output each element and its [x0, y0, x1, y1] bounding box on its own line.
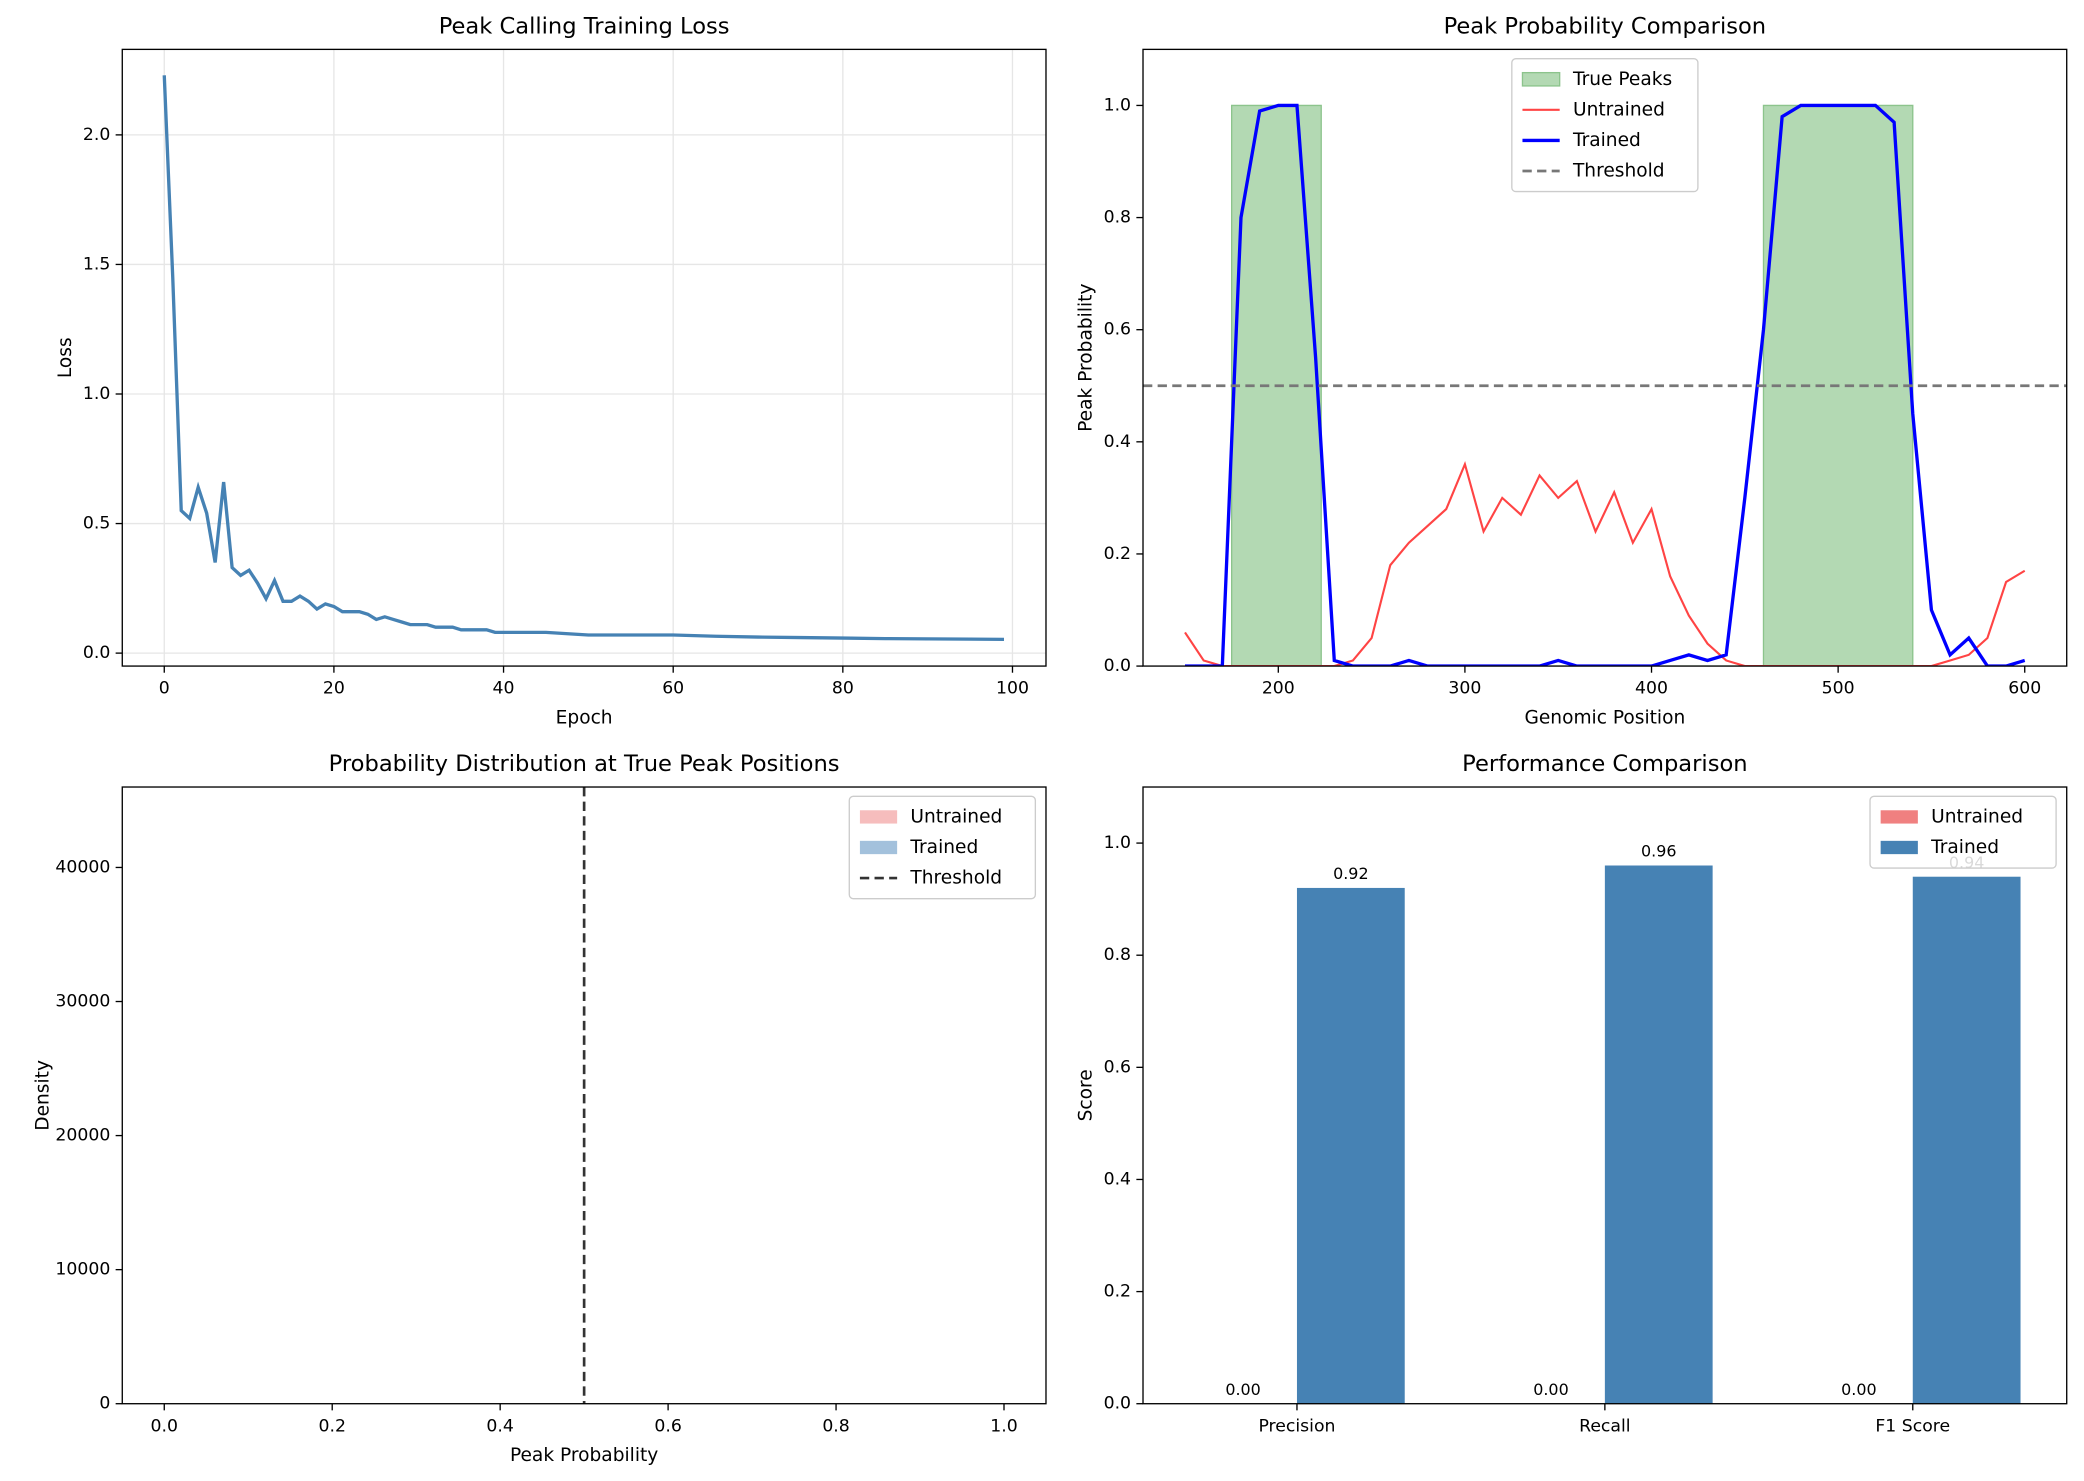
y-tick-label: 30000 [55, 992, 110, 1012]
legend-label: Trained [1572, 130, 1641, 151]
y-tick-label: 0.2 [1104, 1282, 1131, 1302]
y-axis-label: Density [33, 1060, 54, 1131]
x-tick-label: 60 [662, 679, 684, 699]
plot-area [1296, 865, 2021, 1404]
panel: Peak Calling Training Loss 0.0 0.5 1.0 1.5 2.… [55, 13, 1047, 728]
y-tick-label: 10000 [55, 1260, 110, 1280]
x-axis-label: Epoch [556, 707, 613, 728]
x-tick-label: 0.0 [151, 1416, 178, 1436]
series-line [1184, 103, 2026, 667]
x-tick-label: 0.8 [822, 1416, 849, 1436]
loss-line [162, 75, 1005, 642]
y-tick-label: 0.0 [1104, 1394, 1131, 1414]
panel: Probability Distribution at True Peak Po… [33, 751, 1047, 1466]
y-axis-label: Score [1075, 1069, 1096, 1121]
axes-frame [1142, 48, 2068, 667]
legend: Untrained Trained [1869, 795, 2057, 869]
y-tick-label: 1.0 [83, 384, 110, 404]
bar [1912, 876, 2021, 1404]
chart-title: Peak Probability Comparison [1444, 13, 1767, 39]
panel: Peak Probability Comparison 0.0 0.2 0.4 0.6 0… [1075, 13, 2068, 728]
legend-label: Threshold [1572, 160, 1665, 181]
legend-label: Untrained [910, 806, 1002, 827]
bar [1296, 887, 1405, 1404]
legend-swatch [1880, 840, 1918, 855]
x-tick-label: F1 Score [1875, 1416, 1950, 1436]
x-tick-label: 0.4 [486, 1416, 513, 1436]
y-tick-label: 0.4 [1104, 432, 1131, 452]
x-tick-label: Recall [1579, 1416, 1631, 1436]
x-tick-label: 600 [2008, 679, 2041, 699]
bar [1604, 865, 1713, 1404]
x-tick-label: 80 [832, 679, 854, 699]
legend-label: Untrained [1573, 99, 1665, 120]
axes-frame [121, 786, 1047, 1405]
panel: Performance Comparison 0.0 0.2 0.4 0.6 0.8 1.0… [1075, 751, 2068, 1436]
legend: Untrained Trained Threshold [848, 795, 1037, 900]
x-tick-label: 40 [493, 679, 515, 699]
y-tick-label: 1.0 [1104, 833, 1131, 853]
x-tick-label: Precision [1258, 1416, 1335, 1436]
plot-area [1143, 103, 2067, 667]
y-tick-label: 40000 [55, 857, 110, 877]
y-tick-label: 0 [99, 1394, 110, 1414]
bar-value-label: 0.00 [1533, 1380, 1569, 1399]
legend-swatch [1880, 810, 1918, 824]
chart-title: Peak Calling Training Loss [439, 13, 730, 39]
legend-box [1511, 58, 1699, 193]
y-tick-label: 20000 [55, 1126, 110, 1146]
y-axis-label: Peak Probability [1075, 284, 1096, 432]
y-axis-label: Loss [55, 337, 76, 378]
y-tick-label: 0.2 [1104, 544, 1131, 564]
legend: True Peaks Untrained Trained Threshold [1511, 58, 1699, 193]
y-tick-label: 0.8 [1104, 208, 1131, 228]
legend-label: Trained [909, 837, 978, 858]
y-tick-label: 0.6 [1104, 320, 1131, 340]
x-tick-label: 200 [1262, 679, 1295, 699]
legend-label: Untrained [1931, 806, 2023, 827]
y-tick-label: 0.4 [1104, 1169, 1131, 1189]
bar-value-label: 0.96 [1641, 842, 1677, 861]
x-tick-label: 0.6 [654, 1416, 681, 1436]
bar-value-label: 0.00 [1841, 1380, 1877, 1399]
x-axis-label: Genomic Position [1524, 707, 1685, 728]
y-tick-label: 0.5 [83, 514, 110, 534]
x-tick-label: 20 [323, 679, 345, 699]
legend-swatch [859, 810, 898, 824]
x-tick-label: 500 [1822, 679, 1855, 699]
axes-frame [1142, 786, 2068, 1405]
legend-swatch [1521, 71, 1561, 87]
bar-value-label: 0.00 [1225, 1380, 1261, 1399]
legend-label: True Peaks [1572, 69, 1672, 90]
legend-label: Threshold [909, 868, 1002, 889]
y-tick-label: 1.0 [1104, 95, 1131, 115]
x-axis-label: Peak Probability [510, 1445, 658, 1466]
plot-area [162, 75, 1005, 642]
x-tick-label: 100 [996, 679, 1029, 699]
x-tick-label: 400 [1635, 679, 1668, 699]
x-tick-label: 300 [1448, 679, 1481, 699]
y-tick-label: 0.0 [1104, 656, 1131, 676]
chart-title: Probability Distribution at True Peak Po… [329, 751, 840, 777]
legend-label: Trained [1930, 837, 1999, 858]
series-line [1184, 460, 2026, 667]
chart-title: Performance Comparison [1462, 751, 1747, 777]
legend-swatch [859, 840, 898, 855]
y-tick-label: 1.5 [83, 254, 110, 274]
y-tick-label: 2.0 [83, 125, 110, 145]
x-tick-label: 0.2 [318, 1416, 345, 1436]
y-tick-label: 0.0 [83, 643, 110, 663]
y-tick-label: 0.6 [1104, 1057, 1131, 1077]
x-tick-label: 0 [159, 679, 170, 699]
x-tick-label: 1.0 [990, 1416, 1017, 1436]
bar-value-label: 0.92 [1333, 864, 1369, 883]
axes-frame [121, 48, 1047, 667]
y-tick-label: 0.8 [1104, 945, 1131, 965]
